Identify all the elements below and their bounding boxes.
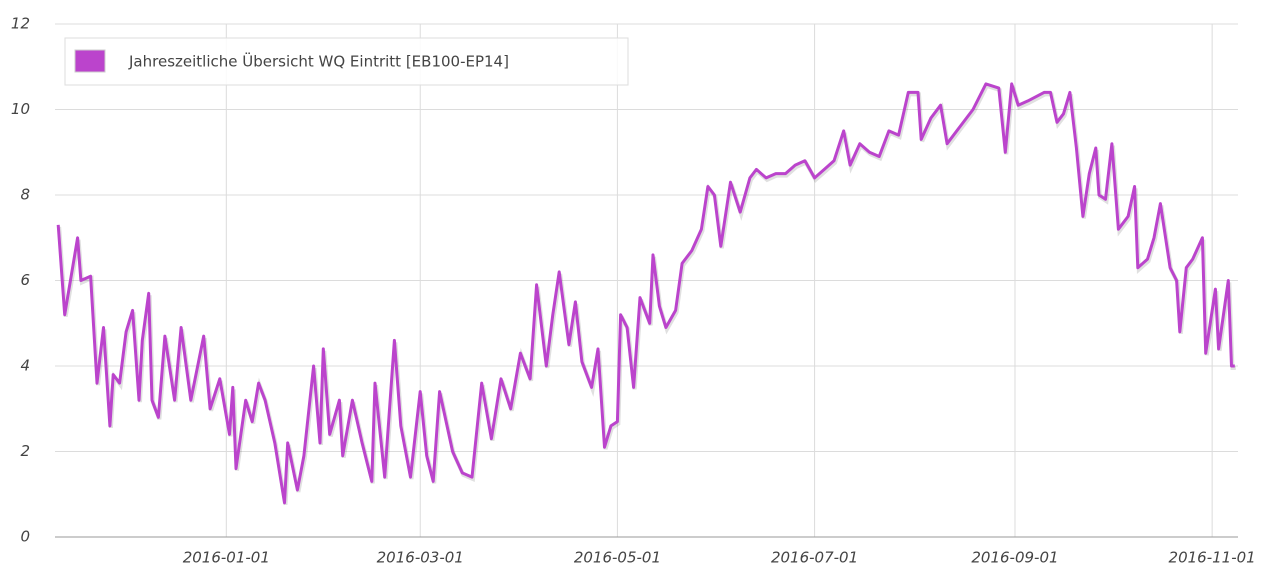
y-tick-label: 0 <box>20 528 30 546</box>
legend: Jahreszeitliche Übersicht WQ Eintritt [E… <box>64 37 629 86</box>
line <box>56 82 1235 505</box>
legend-box <box>64 37 629 86</box>
y-tick-label: 4 <box>20 357 30 375</box>
legend-label: Jahreszeitliche Übersicht WQ Eintritt [E… <box>128 52 509 71</box>
x-tick-label: 2016-11-01 <box>1169 549 1256 567</box>
x-tick-label: 2016-05-01 <box>574 549 661 567</box>
y-tick-label: 12 <box>11 15 30 33</box>
y-tick-label: 2 <box>20 442 30 460</box>
y-tick-label: 8 <box>20 186 30 204</box>
x-tick-label: 2016-03-01 <box>377 549 464 567</box>
x-tick-label: 2016-07-01 <box>771 549 858 567</box>
x-tick-label: 2016-01-01 <box>183 549 270 567</box>
y-tick-label: 10 <box>11 100 30 118</box>
x-tick-label: 2016-09-01 <box>971 549 1058 567</box>
y-tick-label: 6 <box>20 271 30 289</box>
legend-swatch <box>74 49 106 73</box>
